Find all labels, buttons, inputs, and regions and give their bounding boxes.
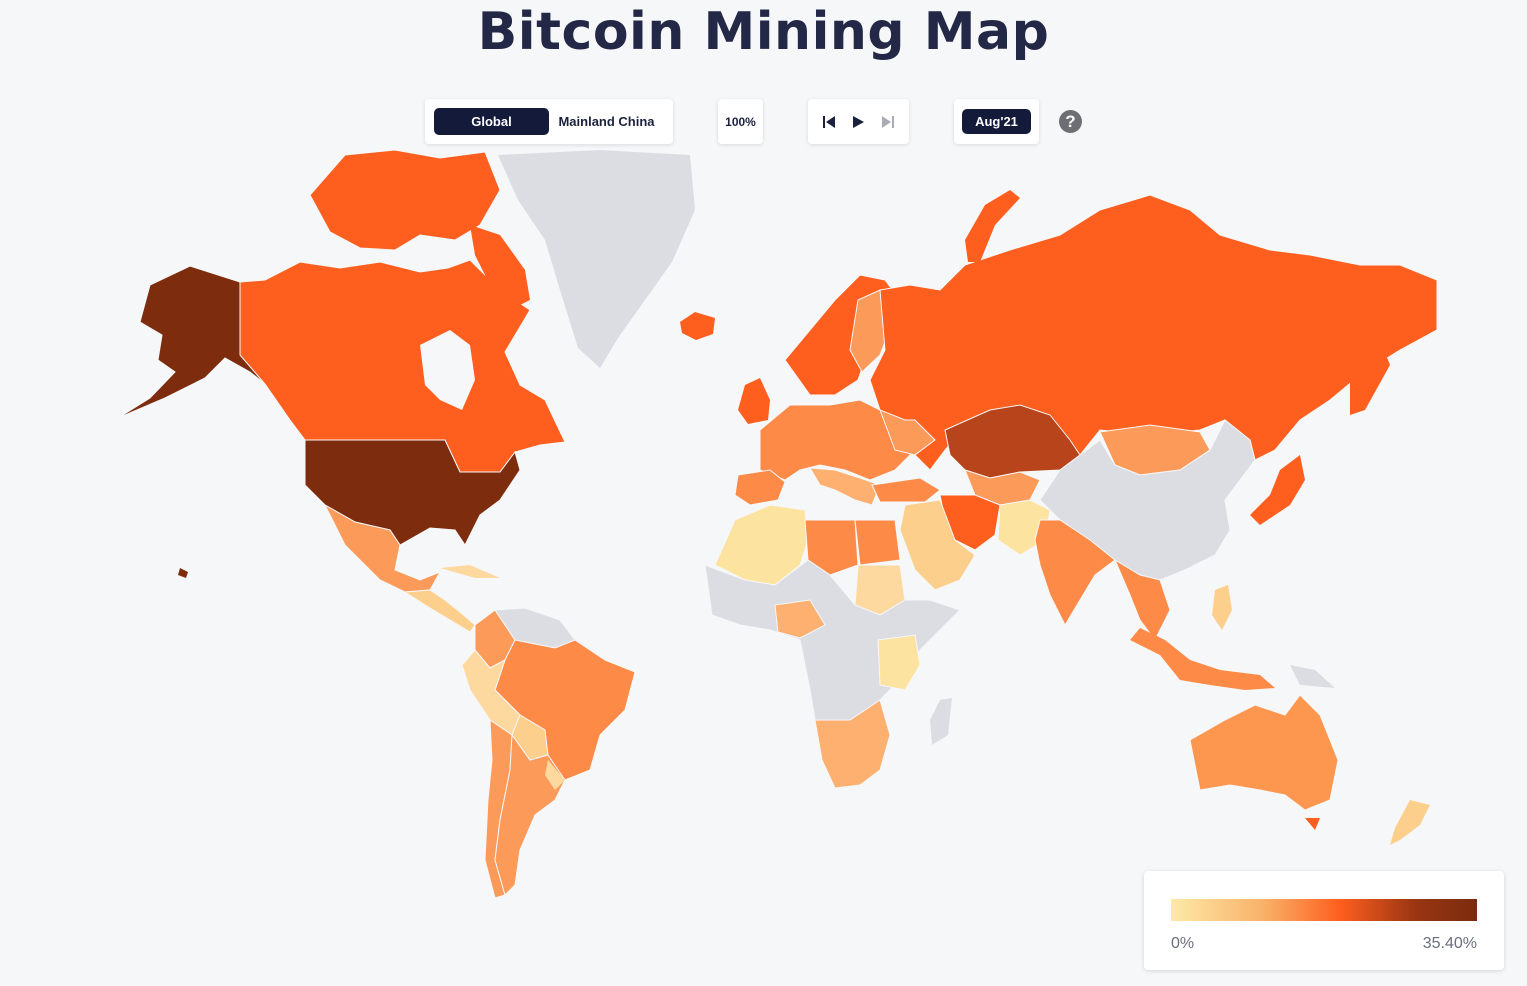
- date-selector: Aug'21: [954, 99, 1039, 144]
- region-iberia[interactable]: [734, 469, 786, 506]
- scope-global-button[interactable]: Global: [434, 108, 549, 135]
- region-southern-africa[interactable]: [814, 699, 891, 789]
- region-australia[interactable]: [1189, 694, 1339, 811]
- region-madagascar: [930, 698, 952, 745]
- region-iceland[interactable]: [680, 312, 715, 340]
- region-east-africa[interactable]: [877, 634, 921, 691]
- region-nigeria[interactable]: [774, 599, 826, 639]
- region-central-africa: [704, 559, 961, 721]
- region-indonesia[interactable]: [1130, 628, 1275, 690]
- help-icon[interactable]: ?: [1059, 110, 1082, 133]
- zoom-level-button[interactable]: 100%: [718, 99, 763, 144]
- region-italy-balkans[interactable]: [809, 467, 881, 506]
- region-japan[interactable]: [1250, 455, 1305, 525]
- world-map: [117, 149, 1438, 899]
- region-alaska[interactable]: [117, 265, 266, 419]
- legend-max-label: 35.40%: [1422, 935, 1477, 952]
- region-uk-ireland[interactable]: [738, 378, 770, 424]
- region-egypt[interactable]: [854, 519, 901, 566]
- scope-mainland-china-button[interactable]: Mainland China: [558, 114, 655, 129]
- region-turkey[interactable]: [871, 477, 941, 503]
- region-tasmania[interactable]: [1305, 818, 1320, 830]
- region-arabia[interactable]: [899, 499, 976, 591]
- region-libya[interactable]: [804, 519, 859, 576]
- region-hudson-bay: [420, 330, 475, 410]
- region-philippines[interactable]: [1212, 585, 1232, 630]
- region-mexico[interactable]: [323, 503, 442, 593]
- date-button[interactable]: Aug'21: [962, 109, 1031, 134]
- region-russia[interactable]: [869, 194, 1438, 471]
- scope-toggle: Global Mainland China: [425, 99, 673, 144]
- region-cuba[interactable]: [440, 565, 500, 578]
- region-canada-arctic[interactable]: [309, 149, 501, 251]
- region-papua: [1290, 665, 1335, 688]
- page-title: Bitcoin Mining Map: [477, 2, 1050, 62]
- color-legend: 0% 35.40%: [1144, 871, 1504, 970]
- timeline-player: [808, 99, 909, 144]
- legend-min-label: 0%: [1171, 935, 1195, 952]
- region-india[interactable]: [1034, 519, 1116, 627]
- region-uruguay[interactable]: [545, 760, 565, 790]
- play-icon[interactable]: [847, 111, 869, 133]
- region-western-europe[interactable]: [759, 399, 916, 481]
- region-greenland: [498, 150, 695, 368]
- legend-gradient-bar: [1171, 899, 1477, 921]
- region-central-america[interactable]: [403, 589, 476, 633]
- region-hawaii[interactable]: [178, 568, 188, 578]
- region-kamchatka[interactable]: [1350, 340, 1390, 415]
- region-canada[interactable]: [239, 259, 566, 473]
- skip-forward-icon[interactable]: [877, 111, 899, 133]
- region-southeast-asia[interactable]: [1113, 558, 1171, 641]
- skip-back-icon[interactable]: [818, 111, 840, 133]
- region-baffin-island[interactable]: [470, 225, 530, 310]
- region-novaya-zemlya[interactable]: [965, 190, 1020, 262]
- region-north-africa[interactable]: [714, 504, 809, 586]
- region-new-zealand[interactable]: [1390, 800, 1430, 845]
